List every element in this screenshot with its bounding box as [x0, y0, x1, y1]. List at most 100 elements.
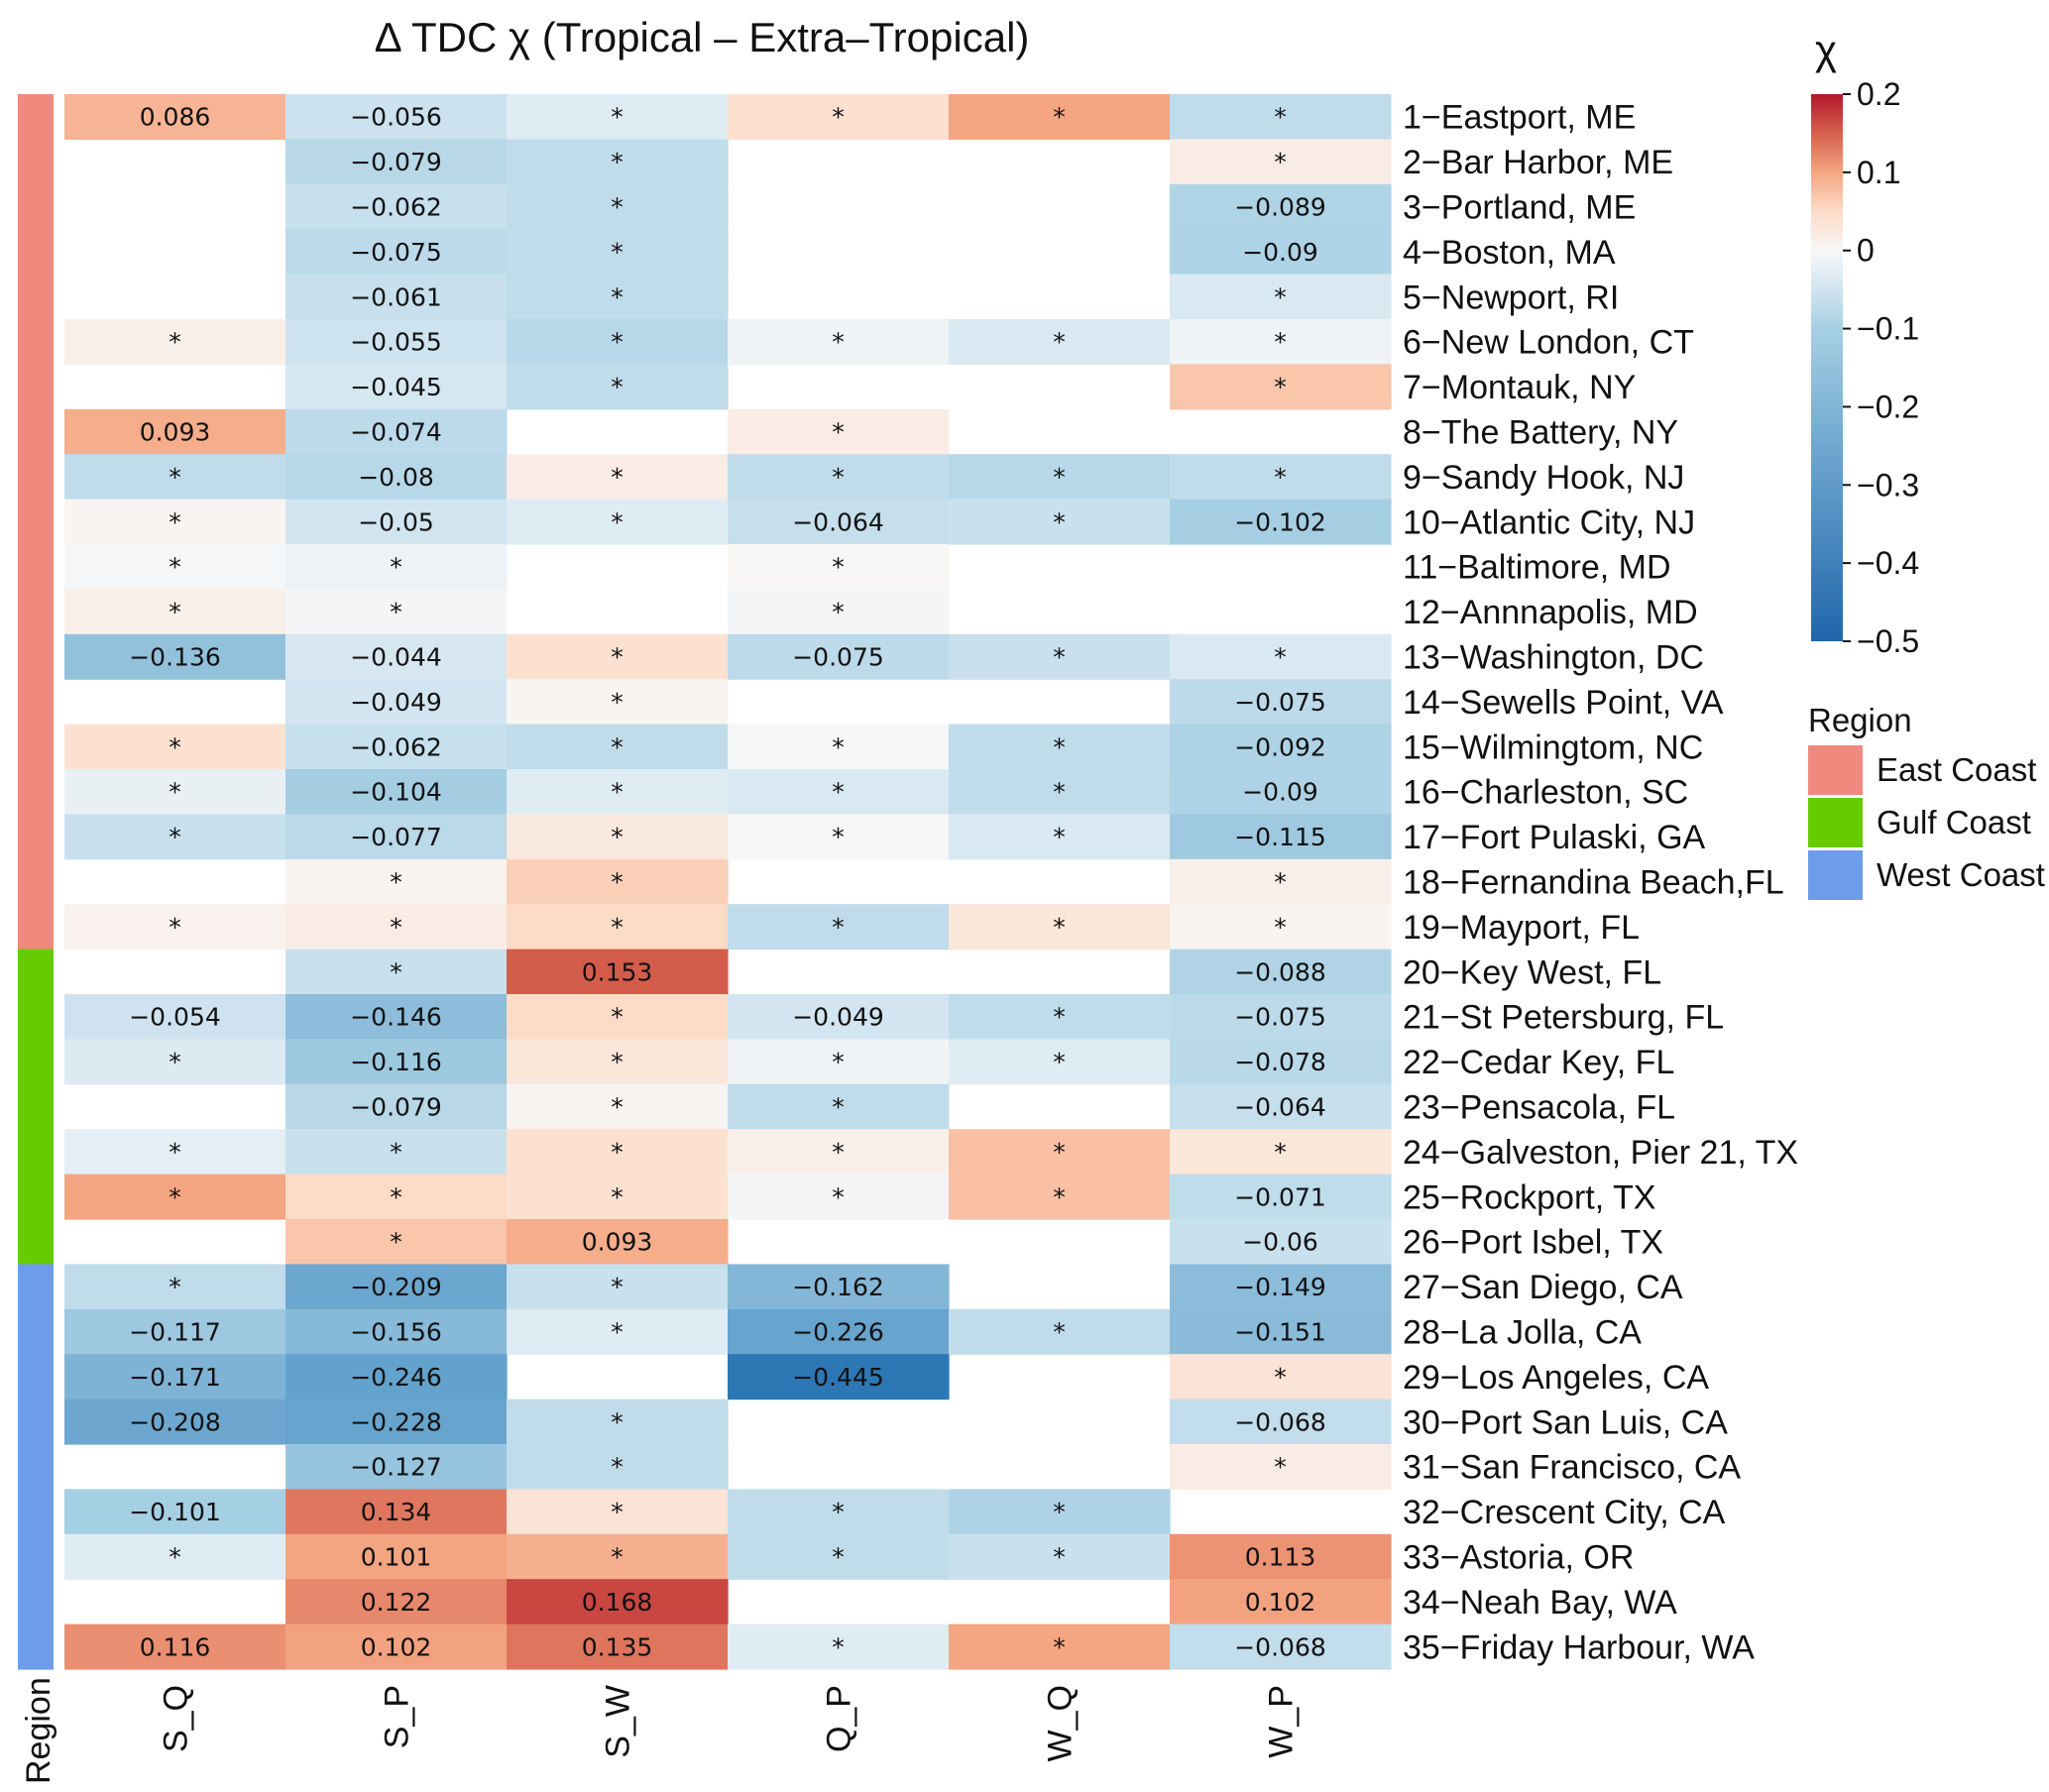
cell-value-label: *	[1053, 1318, 1066, 1347]
cell-value-label: 0.102	[361, 1632, 432, 1661]
heatmap-cell	[507, 454, 729, 501]
row-label: 30−Port San Luis, CA	[1403, 1403, 1728, 1441]
cell-value-label: −0.246	[350, 1363, 442, 1392]
heatmap-cell	[1170, 1083, 1392, 1130]
region-strip-segment	[18, 319, 54, 365]
heatmap-cell	[285, 229, 508, 276]
heatmap-cell	[1170, 1308, 1392, 1355]
cell-value-label: *	[1274, 148, 1287, 176]
heatmap-cell	[507, 1083, 729, 1130]
region-strip-segment	[18, 1399, 54, 1445]
row-label: 35−Friday Harbour, WA	[1403, 1628, 1755, 1666]
heatmap-cell	[64, 769, 286, 815]
heatmap-cell	[507, 814, 729, 860]
heatmap-cell	[285, 1489, 508, 1535]
cell-value-label: *	[169, 1543, 181, 1572]
heatmap-cell	[285, 904, 508, 951]
cell-value-label: *	[611, 193, 624, 222]
heatmap-cell	[728, 1624, 950, 1670]
row-label: 11−Baltimore, MD	[1403, 549, 1671, 587]
row-label: 14−Sewells Point, VA	[1403, 684, 1724, 722]
row-label: 5−Newport, RI	[1403, 279, 1619, 316]
heatmap-cell	[1170, 949, 1392, 995]
row-label: 27−San Diego, CA	[1403, 1269, 1683, 1306]
heatmap-cell-texts: 0.086 −0.056 * * * * −0.079 * * −0.062 * −0.089 −0.0…	[129, 103, 1326, 1662]
heatmap-cells	[64, 94, 1392, 1670]
heatmap-cell	[507, 364, 729, 410]
region-strip-segment	[18, 1489, 54, 1535]
heatmap-cell	[728, 1489, 950, 1535]
cell-value-label: *	[1053, 1182, 1066, 1211]
cell-value-label: *	[832, 598, 845, 626]
heatmap-cell	[285, 94, 508, 140]
heatmap-cell	[507, 724, 729, 770]
heatmap-cell	[507, 1174, 729, 1220]
region-strip-segment	[18, 139, 54, 185]
cell-value-label: *	[832, 913, 845, 942]
heatmap-cell	[507, 1444, 729, 1490]
heatmap-cell	[728, 1174, 950, 1220]
cell-value-label: *	[611, 823, 624, 851]
row-label: 16−Charleston, SC	[1403, 774, 1688, 812]
cell-value-label: *	[611, 1138, 624, 1167]
heatmap-cell	[1170, 139, 1392, 185]
cell-value-label: *	[169, 553, 181, 582]
cell-value-label: −0.075	[1234, 688, 1326, 717]
cell-value-label: *	[169, 1182, 181, 1211]
cell-value-label: 0.086	[140, 103, 211, 132]
cell-value-label: *	[1053, 463, 1066, 492]
heatmap-cell	[507, 904, 729, 951]
row-label: 19−Mayport, FL	[1403, 909, 1640, 947]
cell-value-label: −0.115	[1234, 823, 1326, 851]
region-strip-segment	[18, 1308, 54, 1355]
heatmap-cell	[285, 408, 508, 455]
row-label: 6−New London, CT	[1403, 324, 1694, 362]
heatmap-cell	[1170, 1533, 1392, 1580]
cell-value-label: 0.116	[140, 1632, 211, 1661]
heatmap-cell	[64, 319, 286, 365]
heatmap-cell	[1170, 814, 1392, 860]
heatmap-cell	[64, 1039, 286, 1085]
cell-value-label: *	[1053, 1632, 1066, 1661]
heatmap-cell	[507, 1039, 729, 1085]
region-strip-segment	[18, 949, 54, 995]
heatmap-cell	[728, 1264, 950, 1310]
heatmap-cell	[1170, 229, 1392, 276]
heatmap-cell	[285, 769, 508, 815]
cell-value-label: *	[390, 868, 402, 897]
region-strip-segment	[18, 1083, 54, 1130]
heatmap-cell	[1170, 364, 1392, 410]
cell-value-label: −0.054	[129, 1003, 221, 1032]
cell-value-label: *	[1274, 643, 1287, 672]
cell-value-label: −0.061	[350, 282, 442, 311]
heatmap-cell	[728, 1533, 950, 1580]
heatmap-cell	[64, 1264, 286, 1310]
region-strip-segment	[18, 1174, 54, 1220]
cell-value-label: *	[169, 507, 181, 536]
heatmap-cell	[285, 814, 508, 860]
cell-value-label: −0.445	[792, 1363, 884, 1392]
heatmap-cell	[285, 544, 508, 590]
heatmap-cell	[949, 904, 1171, 951]
heatmap-cell	[1170, 1624, 1392, 1670]
cell-value-label: *	[832, 328, 845, 357]
cell-value-label: *	[611, 1003, 624, 1032]
region-strip-segment	[18, 94, 54, 140]
heatmap-cell	[949, 814, 1171, 860]
cell-value-label: *	[832, 553, 845, 582]
cell-value-label: −0.064	[792, 507, 884, 536]
row-label: 34−Neah Bay, WA	[1403, 1584, 1677, 1622]
cell-value-label: *	[390, 957, 402, 986]
region-strip-segment	[18, 229, 54, 276]
heatmap-cell	[64, 1174, 286, 1220]
region-strip-segment	[18, 364, 54, 410]
cell-value-label: *	[1053, 1543, 1066, 1572]
heatmap-cell	[728, 1129, 950, 1176]
cell-value-label: *	[390, 1138, 402, 1167]
region-strip-segment	[18, 1533, 54, 1580]
heatmap-cell	[285, 994, 508, 1040]
heatmap-cell	[1170, 1354, 1392, 1400]
heatmap-cell	[507, 1489, 729, 1535]
heatmap-cell	[285, 499, 508, 545]
row-label: 4−Boston, MA	[1403, 234, 1616, 272]
